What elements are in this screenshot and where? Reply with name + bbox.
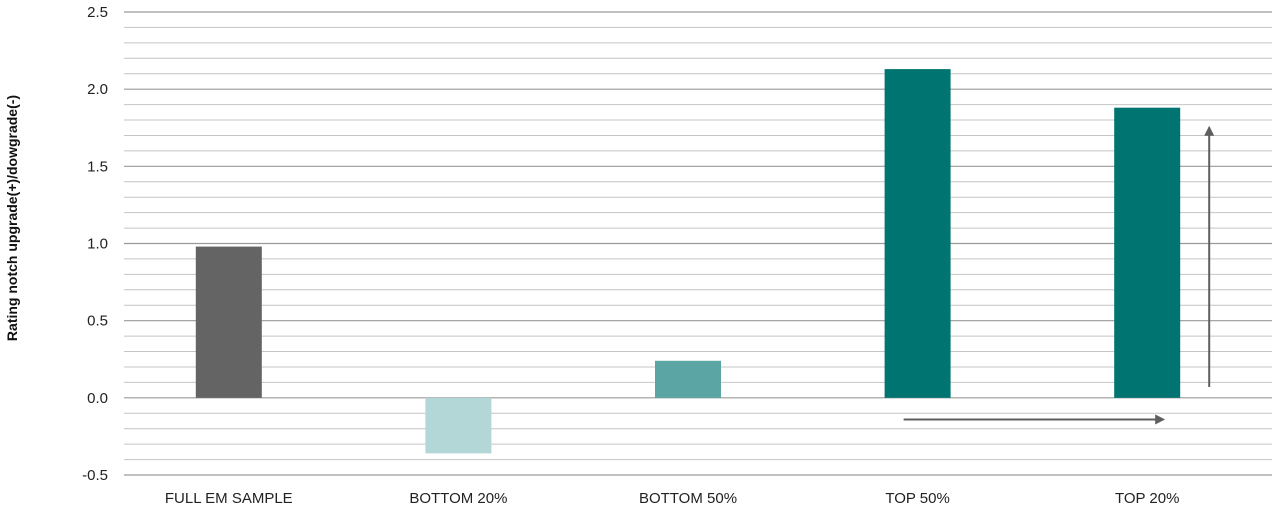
x-category-label: BOTTOM 50% — [639, 490, 737, 507]
y-tick-label: 2.5 — [87, 4, 108, 21]
bar — [655, 360, 721, 398]
x-category-label: BOTTOM 20% — [409, 490, 507, 507]
x-category-label: FULL EM SAMPLE — [165, 490, 293, 507]
bar — [195, 246, 262, 398]
bars — [195, 69, 1181, 454]
bar — [884, 69, 951, 398]
x-category-label: TOP 50% — [885, 490, 949, 507]
annotations — [903, 125, 1215, 425]
y-axis-title: Rating notch upgrade(+)/dowgrade(-) — [4, 95, 20, 341]
grid-lines — [124, 11, 1272, 476]
y-tick-label: -0.5 — [82, 467, 108, 484]
bar — [1114, 107, 1181, 398]
y-axis-ticks: 2.5 2.0 1.5 1.0 0.5 0.0 -0.5 — [82, 4, 108, 484]
y-tick-label: 0.5 — [87, 313, 108, 330]
y-tick-label: 1.5 — [87, 158, 108, 175]
bar — [425, 397, 492, 454]
x-axis-labels: FULL EM SAMPLE BOTTOM 20% BOTTOM 50% TOP 50… — [165, 490, 1180, 507]
y-tick-label: 2.0 — [87, 81, 108, 98]
y-tick-label: 1.0 — [87, 236, 108, 253]
x-category-label: TOP 20% — [1115, 490, 1179, 507]
y-tick-label: 0.0 — [87, 390, 108, 407]
